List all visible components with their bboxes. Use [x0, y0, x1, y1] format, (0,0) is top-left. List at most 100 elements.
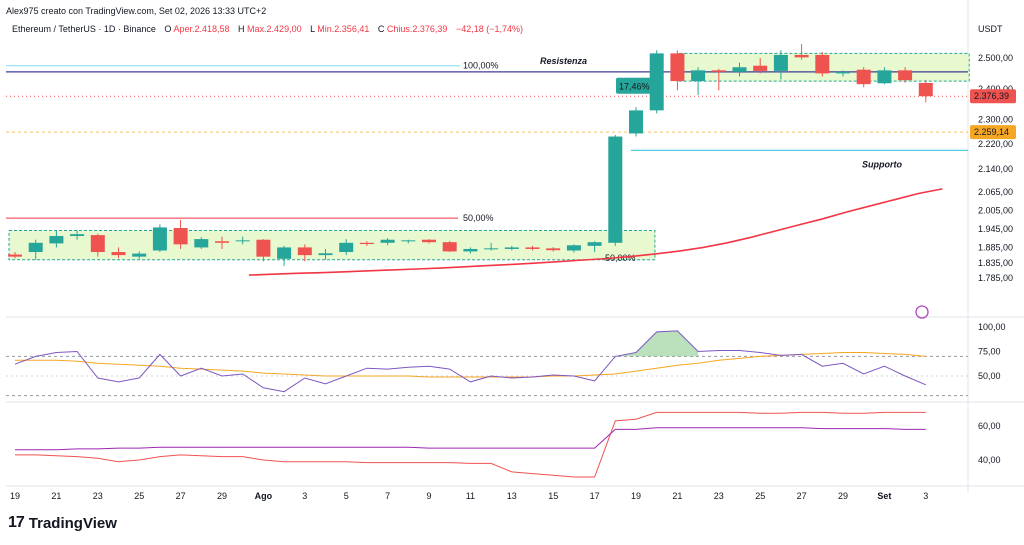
price-tick-label: 1.945,00: [978, 224, 1013, 234]
time-tick-label: 23: [93, 491, 103, 501]
last-price-badge: [970, 89, 1016, 104]
candle-body: [525, 247, 540, 249]
low-value: Min.2.356,41: [317, 24, 370, 34]
candle-body: [587, 242, 602, 246]
candle-body: [608, 136, 623, 243]
low-label: L: [310, 24, 315, 34]
rsi-tick-label: 50,00: [978, 371, 1001, 381]
price-tick-label: 2.005,00: [978, 205, 1013, 215]
candle-body: [463, 248, 478, 252]
open-value: Aper.2.418,58: [173, 24, 230, 34]
candle-body: [753, 65, 768, 71]
candle-body: [132, 253, 147, 257]
candle-body: [235, 240, 250, 242]
candle-body: [8, 254, 22, 257]
candle-body: [670, 53, 685, 82]
candle-body: [836, 71, 850, 74]
percent-change-badge: [616, 77, 656, 94]
candle-body: [297, 247, 312, 256]
symbol-legend: Ethereum / TetherUS · 1D · Binance O Ape…: [12, 24, 523, 34]
price-tick-label: 1.835,00: [978, 258, 1013, 268]
candle-body: [566, 245, 581, 251]
candle-body: [773, 54, 788, 71]
time-tick-label: 21: [51, 491, 61, 501]
time-tick-label: 9: [426, 491, 431, 501]
time-tick-label: 23: [714, 491, 724, 501]
candle-body: [546, 248, 561, 251]
alert-icon: [915, 305, 929, 319]
candle-body: [173, 228, 188, 245]
resistance-label: Resistenza: [540, 56, 587, 66]
symbol-name: Ethereum / TetherUS · 1D · Binance: [12, 24, 156, 34]
candle-body: [732, 67, 747, 72]
candle-body: [28, 242, 43, 253]
candle-body: [152, 227, 167, 251]
close-value: Chius.2.376,39: [386, 24, 448, 34]
alt-price-label: 2.259,14: [974, 127, 1009, 137]
candle-body: [318, 253, 333, 256]
rsi-overbought-fill: [615, 330, 699, 357]
fib-50-label: 50,00%: [463, 213, 494, 223]
time-tick-label: 27: [176, 491, 186, 501]
time-tick-label: 7: [385, 491, 390, 501]
price-tick-label: 2.500,00: [978, 53, 1013, 63]
price-tick-label: 2.220,00: [978, 139, 1013, 149]
candle-body: [194, 239, 209, 248]
candle-body: [629, 110, 643, 134]
high-label: H: [238, 24, 245, 34]
time-tick-label: 11: [466, 491, 475, 501]
candle-body: [711, 70, 726, 72]
candle-body: [256, 239, 271, 257]
time-tick-label: 19: [631, 491, 641, 501]
fib-50-label-lower: 50,00%: [605, 253, 636, 263]
candle-body: [422, 239, 436, 243]
indicator-tick-label: 40,00: [978, 455, 1001, 465]
consolidation-box-low: [8, 229, 656, 261]
time-tick-label: 25: [755, 491, 765, 501]
change-value: −42,18 (−1,74%): [455, 24, 523, 34]
tv-logo-icon: 17: [8, 514, 25, 531]
price-tick-label: 2.065,00: [978, 187, 1013, 197]
candle-body: [215, 241, 229, 243]
candle-body: [359, 242, 374, 245]
time-tick-label: 25: [134, 491, 144, 501]
price-tick-label: 2.400,00: [978, 84, 1013, 94]
rsi-tick-label: 75,00: [978, 347, 1001, 357]
candle-body: [691, 70, 706, 82]
price-axis-unit: USDT: [978, 24, 1003, 34]
time-tick-label: Set: [877, 491, 891, 501]
price-tick-label: 2.300,00: [978, 115, 1013, 125]
close-label: C: [377, 24, 385, 34]
last-price-label: 2.376,39: [974, 91, 1009, 101]
time-tick-label: 13: [507, 491, 517, 501]
fib-100-label: 100,00%: [463, 61, 499, 71]
candle-body: [339, 242, 354, 253]
indicator-tick-label: 60,00: [978, 421, 1001, 431]
price-tick-label: 1.885,00: [978, 242, 1013, 252]
candle-body: [649, 53, 664, 111]
time-tick-label: 19: [10, 491, 20, 501]
time-tick-label: 3: [923, 491, 928, 501]
time-tick-label: 29: [838, 491, 848, 501]
time-tick-label: 27: [797, 491, 807, 501]
time-tick-label: 5: [344, 491, 349, 501]
candle-body: [484, 248, 499, 250]
candle-body: [877, 70, 892, 84]
candle-body: [815, 54, 830, 74]
candle-body: [70, 234, 85, 237]
moving-average-line: [248, 188, 943, 276]
time-tick-label: 29: [217, 491, 227, 501]
time-tick-label: 17: [590, 491, 600, 501]
alt-price-badge: [970, 125, 1016, 140]
time-tick-label: 3: [302, 491, 307, 501]
brand-name: TradingView: [28, 514, 117, 532]
price-tick-label: 1.785,00: [978, 273, 1013, 283]
indicator-line-1: [15, 427, 926, 451]
time-tick-label: 21: [672, 491, 682, 501]
candle-body: [380, 239, 395, 243]
rsi-ma-line: [15, 352, 926, 378]
percent-change-label: 17,46%: [619, 82, 650, 92]
candle-body: [898, 70, 913, 81]
candle-body: [49, 236, 64, 244]
